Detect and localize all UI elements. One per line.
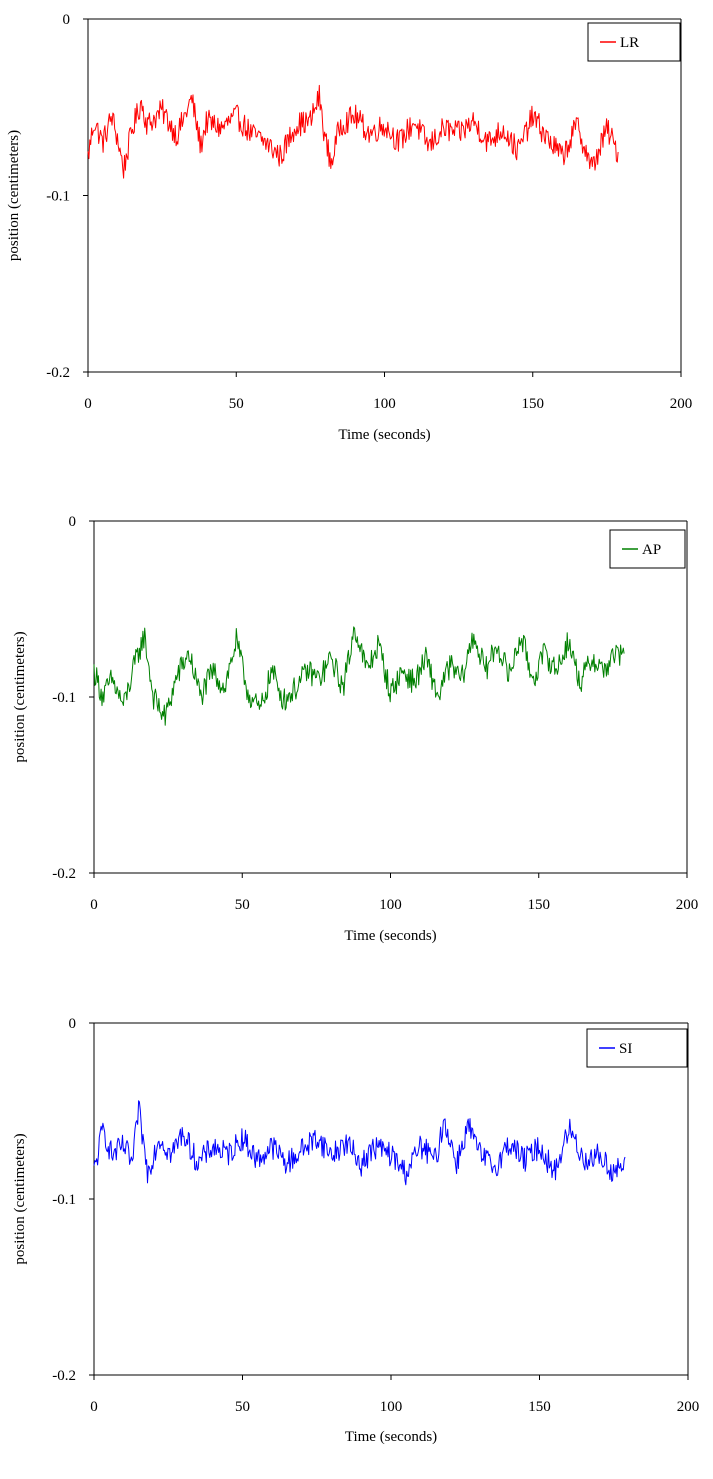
x-tick-label: 50	[229, 396, 244, 412]
y-tick-label: -0.1	[46, 189, 70, 205]
y-tick-label: -0.1	[52, 690, 76, 706]
x-axis-label: Time (seconds)	[344, 928, 436, 944]
x-tick-label: 0	[90, 1399, 98, 1415]
series-line-si	[93, 1100, 626, 1186]
y-axis-label: position (centimeters)	[6, 130, 22, 261]
series-line-ap	[93, 626, 625, 726]
y-tick-label: -0.2	[52, 1368, 76, 1384]
chart-3: 0 50 100 150 200 0 -0.1 -0.2 Time (seconds) posit…	[12, 1016, 699, 1445]
y-axis-label: position (centimeters)	[12, 631, 28, 762]
y-tick-label: -0.1	[52, 1192, 76, 1208]
x-tick-label: 150	[522, 396, 545, 412]
y-tick-label: 0	[69, 1016, 77, 1032]
x-tick-label: 200	[677, 1399, 700, 1415]
legend: AP	[609, 529, 686, 569]
y-tick-label: -0.2	[52, 866, 76, 882]
x-tick-label: 150	[528, 1399, 551, 1415]
y-tick-label: -0.2	[46, 365, 70, 381]
legend-label: LR	[620, 35, 639, 51]
y-tick-label: 0	[63, 12, 71, 28]
x-tick-label: 200	[670, 396, 693, 412]
y-tick-label: 0	[69, 514, 77, 530]
x-axis-label: Time (seconds)	[345, 1429, 437, 1445]
series-line-lr	[87, 84, 619, 179]
x-tick-label: 100	[380, 1399, 403, 1415]
y-axis-label: position (centimeters)	[12, 1133, 28, 1264]
x-axis-label: Time (seconds)	[338, 427, 430, 443]
legend: LR	[587, 22, 681, 62]
x-tick-label: 50	[235, 897, 250, 913]
x-tick-label: 100	[373, 396, 396, 412]
x-tick-label: 0	[90, 897, 98, 913]
x-tick-label: 50	[235, 1399, 250, 1415]
x-tick-label: 0	[84, 396, 92, 412]
chart-2: 0 50 100 150 200 0 -0.1 -0.2 Time (seconds) posit…	[12, 514, 698, 944]
x-tick-label: 200	[676, 897, 699, 913]
chart-1: 0 50 100 150 200 0 -0.1 -0.2 Time (seconds) posit…	[6, 12, 692, 443]
x-tick-label: 150	[528, 897, 551, 913]
x-tick-label: 100	[379, 897, 402, 913]
legend-label: SI	[619, 1041, 632, 1057]
legend: SI	[586, 1028, 688, 1068]
legend-label: AP	[642, 542, 661, 558]
